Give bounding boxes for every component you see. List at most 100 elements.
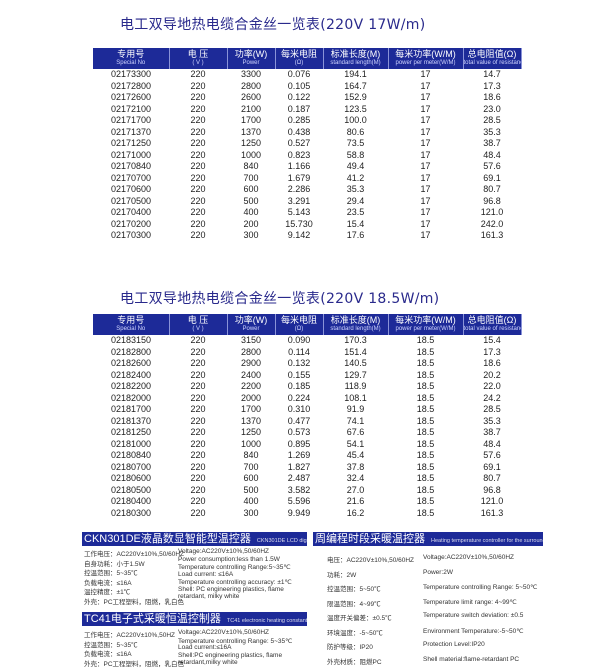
table-cell: 37.8 [346, 461, 365, 472]
table-row: 02172600 220 2600 0.122 152.9 17 18.6 [93, 92, 521, 104]
spec-line-en: Shell material:flame-retardant PC [423, 655, 520, 663]
spec-line-cn: 防护等级：IP20 [327, 644, 373, 651]
table-row: 02180840 220 840 1.269 45.4 18.5 57.6 [93, 450, 521, 462]
table-cell: 300 [243, 507, 259, 518]
table-cell: 161.3 [480, 230, 504, 240]
column-header: 标准长度(M) standard length(M) [323, 314, 389, 335]
table-cell: 0.573 [287, 427, 311, 437]
spec-line-en: Load current:≤16A [178, 644, 232, 651]
controller-title-bar: 周编程时段采暖温控器 Heating temperature controller… [313, 532, 543, 546]
table-cell: 17 [420, 161, 431, 171]
table-cell: 5.596 [287, 496, 311, 506]
table-cell: 74.1 [346, 415, 365, 426]
table-cell: 121.0 [480, 207, 504, 217]
header-row: 专用号 Special No 电 压( V ) 功率(W) Power 每米电阻 (Ω) 标准… [93, 314, 522, 335]
table-cell: 18.5 [416, 346, 435, 357]
table-cell: 58.8 [346, 149, 365, 160]
table-cell: 2100 [240, 103, 262, 114]
table-row: 02180700 220 700 1.827 37.8 18.5 69.1 [93, 462, 521, 474]
table-cell: 0.477 [287, 415, 311, 426]
spec-line-cn: 控温范围：5~50℃ [327, 586, 381, 593]
spec-line-en: retardant, milky white [178, 593, 240, 600]
table-cell: 18.5 [416, 415, 435, 426]
table-row: 02181000 220 1000 0.895 54.1 18.5 48.4 [93, 439, 521, 451]
table-cell: 1250 [240, 138, 262, 148]
table1: 专用号 Special No 电 压( V ) 功率(W) Power 每米电阻 (Ω) 标准… [93, 48, 522, 242]
table-cell: 48.4 [483, 149, 501, 160]
table-row: 02170500 220 500 3.291 29.4 17 96.8 [93, 196, 521, 208]
table-cell: 69.1 [483, 172, 501, 183]
table-cell: 0.114 [288, 346, 310, 357]
table-cell: 48.4 [483, 438, 501, 449]
spec-line-en: Temperature controlling Range: 5~50℃ [423, 584, 538, 591]
spec-line-cn: 控温范围：5~35℃ [84, 570, 138, 577]
controller-weekly: 周编程时段采暖温控器 Heating temperature controller… [313, 532, 543, 672]
table-cell: 57.6 [483, 450, 501, 460]
spec-line-cn: 环境温度：-5~50℃ [327, 629, 383, 637]
table-cell: 02170200 [110, 218, 152, 229]
table-cell: 220 [190, 392, 206, 403]
table-cell: 2400 [240, 369, 262, 380]
table-cell: 600 [243, 473, 259, 483]
table-cell: 2.286 [287, 184, 311, 194]
table-cell: 220 [190, 358, 206, 368]
table-cell: 152.9 [344, 92, 367, 102]
table-cell: 118.9 [344, 381, 367, 391]
table-cell: 170.3 [344, 335, 367, 345]
table-row: 02180400 220 400 5.596 21.6 18.5 121.0 [93, 496, 521, 508]
table-cell: 1250 [240, 427, 262, 437]
table-cell: 18.5 [416, 461, 435, 472]
table-cell: 02170840 [110, 161, 152, 171]
table-cell: 35.3 [346, 184, 365, 194]
table-cell: 0.310 [287, 404, 311, 414]
table-cell: 0.155 [287, 369, 311, 380]
table-cell: 220 [190, 126, 206, 137]
table-cell: 3300 [240, 69, 262, 79]
table-cell: 17 [420, 103, 431, 114]
table-cell: 2.487 [287, 473, 311, 483]
table-cell: 0.105 [287, 80, 311, 91]
table-cell: 67.6 [346, 427, 365, 437]
table-cell: 164.7 [344, 80, 367, 91]
table-cell: 28.5 [483, 404, 501, 414]
table-cell: 1000 [240, 438, 262, 449]
table-cell: 17 [420, 230, 431, 240]
spec-line-cn: 外壳：PC工程塑料，阻燃，乳白色 [84, 598, 185, 606]
table-cell: 18.5 [416, 438, 435, 449]
table-cell: 18.5 [416, 473, 435, 483]
table-cell: 220 [190, 507, 206, 518]
table1-title: 电工双导地热电缆合金丝一览表(220V 17W/m) [120, 17, 426, 33]
table-cell: 220 [190, 369, 206, 380]
table-cell: 15.4 [483, 335, 501, 345]
table-cell: 80.7 [483, 473, 501, 483]
column-header: 每米功率(W/M) power per meter(W/M) [388, 314, 464, 335]
table-cell: 1.166 [287, 161, 311, 171]
table-cell: 220 [190, 92, 206, 102]
table-cell: 35.3 [483, 126, 501, 137]
spec-line-en: Load current: ≤16A [178, 570, 234, 578]
spec-line-cn: 电压：AC220V±10%,50/60HZ [327, 557, 415, 564]
table-row: 02171700 220 1700 0.285 100.0 17 28.5 [93, 115, 521, 127]
table-cell: 17 [420, 207, 431, 217]
table-cell: 02172800 [110, 80, 152, 91]
table-cell: 0.224 [287, 392, 311, 403]
spec-line-cn: 自身功耗：小于1.5W [84, 560, 145, 568]
spec-line-cn: 控温范围：5~35℃ [84, 641, 138, 649]
table-row: 02181250 220 1250 0.573 67.6 18.5 38.7 [93, 427, 521, 439]
table-cell: 17.6 [346, 230, 365, 240]
table-cell: 220 [190, 335, 206, 345]
table-cell: 02170700 [110, 172, 152, 183]
spec-line-cn: 工作电压：AC220V±10%,50/60HZ [84, 551, 185, 558]
table-cell: 02171700 [110, 115, 152, 125]
table-cell: 38.7 [483, 138, 501, 148]
table-cell: 41.2 [346, 172, 365, 183]
table-cell: 220 [190, 195, 206, 206]
table-cell: 600 [243, 184, 259, 194]
table-cell: 02170300 [110, 230, 152, 240]
table-cell: 151.4 [344, 346, 367, 357]
table-cell: 0.090 [287, 335, 311, 345]
spec-line-en: Voltage:AC220V±10%,50/60HZ [178, 548, 270, 555]
table-cell: 220 [190, 427, 206, 437]
